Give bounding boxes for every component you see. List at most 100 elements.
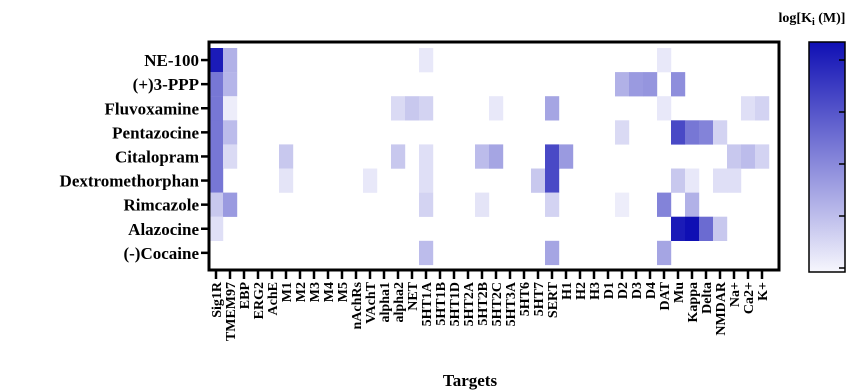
cell-pentazocine-kappa: [685, 120, 700, 145]
cell-pentazocine-delta: [699, 120, 714, 145]
col-label-ebp: EBP: [238, 282, 253, 310]
col-label-ache: AchE: [266, 282, 281, 315]
cell-dextromethorphan-5ht1a: [419, 168, 434, 193]
cell-pentazocine-tmem97: [223, 120, 238, 145]
cell-ne-100-tmem97: [223, 48, 238, 73]
cell-alazocine-sig1r: [209, 216, 224, 241]
cell-alazocine-mu: [671, 216, 686, 241]
col-label-mu: Mu: [672, 282, 687, 303]
x-axis-title: Targets: [443, 371, 498, 390]
cell-fluvoxamine-tmem97: [223, 96, 238, 121]
cell-fluvoxamine-dat: [657, 96, 672, 121]
cell-fluvoxamine-5ht2c: [489, 96, 504, 121]
col-label-m1: M1: [280, 282, 295, 302]
row-label-fluvoxamine: Fluvoxamine: [105, 99, 200, 118]
colorbar: [808, 41, 846, 273]
cell-citalopram-sert: [545, 144, 560, 169]
cell-3-ppp-sig1r: [209, 72, 224, 97]
cell-ne-100-dat: [657, 48, 672, 73]
col-label-na: Na+: [728, 282, 743, 307]
column-labels: Sig1R TMEM97 EBP ERG2 AchE M1 M2 M3 M4 M5 nAchRs VA…: [210, 270, 771, 341]
col-label-tmem97: TMEM97: [224, 282, 239, 341]
col-label-nachrs: nAchRs: [350, 281, 365, 329]
col-label-5ht2a: 5HT2A: [462, 281, 477, 326]
col-label-h1: H1: [560, 282, 575, 300]
col-label-dat: DAT: [658, 281, 673, 310]
row-label-rimcazole: Rimcazole: [123, 196, 199, 215]
cell-3-ppp-d4: [643, 72, 658, 97]
cell-cocaine-5ht1a: [419, 240, 434, 266]
col-label-d4: D4: [644, 282, 659, 299]
col-label-m2: M2: [294, 282, 309, 302]
row-label-pentazocine: Pentazocine: [112, 123, 199, 142]
col-label-nmdar: NMDAR: [714, 281, 729, 336]
col-label-5ht1b: 5HT1B: [434, 282, 449, 326]
cell-pentazocine-sig1r: [209, 120, 224, 145]
cell-fluvoxamine-k: [755, 96, 770, 121]
col-label-sig1r: Sig1R: [210, 281, 225, 318]
cell-cocaine-dat: [657, 240, 672, 266]
cell-pentazocine-mu: [671, 120, 686, 145]
cell-dextromethorphan-sert: [545, 168, 560, 193]
cell-rimcazole-sig1r: [209, 192, 224, 217]
cell-dextromethorphan-5ht7: [531, 168, 546, 193]
row-label-3-ppp: (+)3-PPP: [133, 75, 199, 94]
cell-fluvoxamine-net: [405, 96, 420, 121]
col-label-kappa: Kappa: [686, 282, 701, 322]
col-label-ca2: Ca2+: [742, 282, 757, 314]
col-label-5ht6: 5HT6: [518, 282, 533, 316]
cell-citalopram-ca2: [741, 144, 756, 169]
cell-citalopram-5ht2b: [475, 144, 490, 169]
heatmap-cells: [209, 48, 770, 266]
cell-alazocine-delta: [699, 216, 714, 241]
cell-fluvoxamine-ca2: [741, 96, 756, 121]
row-labels: NE-100 (+)3-PPP Fluvoxamine Pentazocine Cita…: [60, 51, 209, 263]
cell-dextromethorphan-sig1r: [209, 168, 224, 193]
colorbar-ticks: [839, 59, 845, 269]
col-label-m3: M3: [308, 282, 323, 302]
cell-rimcazole-dat: [657, 192, 672, 217]
row-label-alazocine: Alazocine: [128, 220, 199, 239]
col-label-5ht2b: 5HT2B: [476, 282, 491, 326]
cell-3-ppp-tmem97: [223, 72, 238, 97]
col-label-net: NET: [406, 281, 421, 310]
cell-ne-100-5ht1a: [419, 48, 434, 73]
cell-rimcazole-tmem97: [223, 192, 238, 217]
col-label-alpha2: alpha2: [392, 282, 407, 322]
col-label-5ht1a: 5HT1A: [420, 281, 435, 326]
cell-rimcazole-d2: [615, 192, 630, 217]
col-label-d1: D1: [602, 282, 617, 299]
cell-dextromethorphan-mu: [671, 168, 686, 193]
cell-fluvoxamine-sig1r: [209, 96, 224, 121]
row-label-citalopram: Citalopram: [115, 147, 199, 166]
col-label-5ht7: 5HT7: [532, 282, 547, 316]
cell-citalopram-na: [727, 144, 742, 169]
colorbar-title: log[Ki (M)]: [779, 11, 846, 28]
cell-dextromethorphan-kappa: [685, 168, 700, 193]
col-label-h2: H2: [574, 282, 589, 300]
cell-dextromethorphan-vacht: [363, 168, 378, 193]
cell-fluvoxamine-5ht1a: [419, 96, 434, 121]
cell-citalopram-sig1r: [209, 144, 224, 169]
col-label-k: K+: [756, 282, 771, 301]
cell-citalopram-h1: [559, 144, 574, 169]
col-label-d2: D2: [616, 282, 631, 299]
cell-citalopram-k: [755, 144, 770, 169]
cell-alazocine-nmdar: [713, 216, 728, 241]
cell-ne-100-sig1r: [209, 48, 224, 73]
row-label-cocaine: (-)Cocaine: [123, 244, 199, 263]
cell-citalopram-alpha2: [391, 144, 406, 169]
col-label-h3: H3: [588, 282, 603, 300]
cell-rimcazole-5ht2b: [475, 192, 490, 217]
cell-3-ppp-mu: [671, 72, 686, 97]
cell-pentazocine-nmdar: [713, 120, 728, 145]
row-label-ne-100: NE-100: [144, 51, 199, 70]
col-label-5ht1d: 5HT1D: [448, 282, 463, 326]
cell-dextromethorphan-nmdar: [713, 168, 728, 193]
cell-rimcazole-kappa: [685, 192, 700, 217]
cell-3-ppp-d2: [615, 72, 630, 97]
cell-3-ppp-d3: [629, 72, 644, 97]
cell-pentazocine-d2: [615, 120, 630, 145]
col-label-5ht3a: 5HT3A: [504, 281, 519, 326]
col-label-alpha1: alpha1: [378, 282, 393, 322]
